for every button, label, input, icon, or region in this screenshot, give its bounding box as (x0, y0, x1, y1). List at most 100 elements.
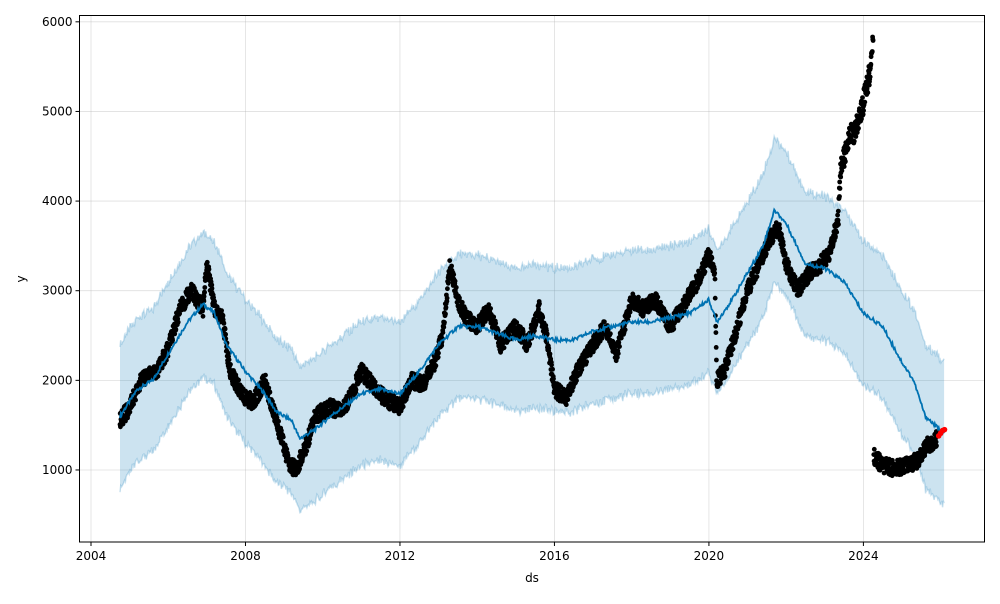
observed-point (835, 208, 841, 214)
observed-point (713, 345, 719, 350)
observed-point (495, 327, 501, 333)
observed-point (748, 285, 754, 291)
y-tick-label: 4000 (42, 194, 73, 208)
observed-point (836, 222, 841, 227)
observed-point (738, 320, 743, 326)
observed-point (712, 270, 718, 276)
observed-point (615, 351, 621, 356)
observed-point (871, 446, 877, 452)
observed-point (451, 272, 457, 277)
observed-point (452, 278, 458, 284)
observed-point (297, 466, 302, 472)
observed-point (856, 125, 861, 131)
observed-point (826, 256, 832, 262)
observed-point (544, 331, 550, 337)
observed-point (843, 159, 848, 164)
observed-point (734, 331, 740, 337)
x-tick-label: 2004 (76, 549, 107, 563)
observed-point (712, 295, 718, 301)
observed-point (540, 315, 546, 320)
observed-point (201, 294, 207, 299)
observed-point (934, 443, 939, 449)
observed-point (209, 286, 215, 291)
observed-point (284, 446, 290, 452)
observed-point (391, 393, 397, 399)
observed-point (172, 331, 178, 337)
observed-point (866, 82, 872, 88)
observed-point (264, 381, 270, 387)
recent-points (935, 426, 948, 439)
observed-point (563, 402, 569, 408)
observed-point (835, 212, 840, 218)
observed-point (514, 320, 520, 325)
plot-frame (79, 15, 985, 543)
observed-point (445, 286, 450, 292)
observed-point (743, 295, 749, 301)
observed-point (527, 341, 533, 347)
observed-point (728, 352, 734, 358)
observed-point (853, 134, 859, 139)
observed-point (274, 415, 280, 421)
observed-point (170, 337, 176, 343)
observed-point (444, 295, 450, 301)
observed-point (175, 319, 181, 325)
forecast-line (119, 207, 945, 440)
observed-point (440, 330, 446, 335)
observed-point (547, 351, 553, 357)
observed-point (626, 313, 632, 319)
observed-point (837, 194, 842, 199)
observed-point (536, 306, 541, 312)
observed-point (869, 49, 875, 54)
observed-point (400, 404, 406, 410)
observed-point (786, 259, 792, 265)
observed-point (658, 299, 663, 305)
observed-point (501, 345, 507, 351)
observed-point (127, 409, 133, 415)
observed-point (851, 138, 857, 144)
observed-point (713, 323, 719, 329)
lower-bound-line (119, 281, 945, 514)
observed-point (546, 345, 552, 351)
y-tick-label: 2000 (42, 373, 73, 387)
observed-point (267, 389, 273, 395)
observed-point (770, 238, 776, 244)
observed-point (627, 309, 633, 315)
observed-point (868, 61, 874, 67)
observed-point (280, 434, 286, 440)
observed-point (223, 332, 229, 337)
observed-point (845, 146, 851, 151)
observed-point (367, 371, 373, 377)
observed-point (276, 418, 281, 424)
observed-point (867, 74, 873, 80)
observed-point (655, 294, 661, 300)
observed-point (212, 299, 218, 304)
observed-point (841, 164, 847, 170)
observed-point (486, 302, 492, 308)
observed-point (862, 99, 868, 105)
observed-point (818, 269, 823, 275)
observed-point (702, 269, 708, 275)
observed-point (222, 326, 228, 332)
observed-point (837, 186, 843, 191)
observed-point (488, 306, 493, 311)
x-tick-label: 2016 (539, 549, 570, 563)
observed-point (865, 90, 871, 96)
x-tick-label: 2012 (385, 549, 416, 563)
observed-point (726, 359, 731, 364)
observed-point (449, 263, 454, 269)
observed-point (722, 374, 728, 380)
observed-point (200, 313, 206, 319)
yhat-line (119, 207, 945, 440)
observed-point (579, 367, 585, 373)
observed-point (718, 381, 723, 386)
observed-point (754, 274, 760, 280)
observed-point (617, 344, 622, 349)
observed-point (615, 355, 620, 360)
x-tick-label: 2024 (848, 549, 879, 563)
observed-point (565, 397, 571, 403)
x-tick-label: 2008 (230, 549, 261, 563)
y-tick-label: 5000 (42, 104, 73, 118)
observed-point (491, 314, 497, 320)
observed-point (636, 294, 641, 300)
